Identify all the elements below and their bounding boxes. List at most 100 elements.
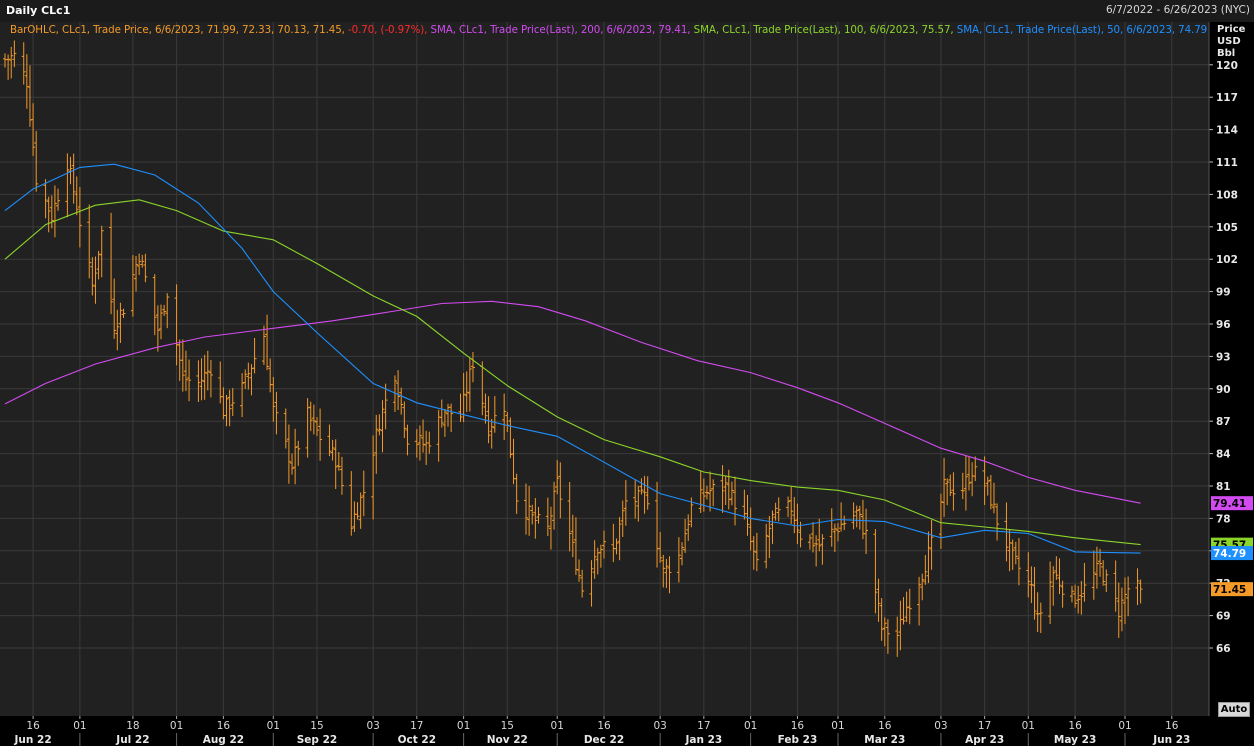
ohlc-bar	[514, 473, 519, 514]
ohlc-bar	[614, 538, 619, 555]
x-tick-label: 16	[597, 720, 611, 732]
x-tick-label: 16	[878, 720, 892, 732]
price-axis-header: Price USD Bbl	[1217, 24, 1245, 60]
ohlc-bar	[458, 393, 463, 422]
ohlc-bar	[864, 508, 869, 555]
legend-bar-ohlc[interactable]: BarOHLC, CLc1, Trade Price, 6/6/2023, 71…	[10, 24, 345, 36]
x-tick-label: 01	[831, 720, 844, 732]
y-tick-label: 96	[1216, 319, 1231, 331]
ohlc-bar	[767, 515, 772, 559]
ohlc-bar	[6, 54, 11, 80]
y-tick-label: 93	[1216, 351, 1231, 363]
ohlc-bar	[729, 481, 734, 506]
ohlc-bar	[885, 619, 890, 654]
ohlc-bar	[545, 497, 550, 537]
ohlc-bar	[77, 187, 82, 248]
x-month-label: Dec 22	[584, 734, 624, 746]
value-badge-label: 79.41	[1213, 498, 1246, 510]
ohlc-bar	[786, 496, 791, 517]
ohlc-bar	[988, 474, 993, 510]
ohlc-bar	[90, 257, 95, 296]
sma-line-200	[4, 300, 1141, 504]
ohlc-bar	[723, 476, 728, 505]
ohlc-bar	[162, 304, 167, 317]
ohlc-bar	[286, 424, 291, 484]
ohlc-bar	[115, 309, 120, 351]
ohlc-bar	[960, 472, 965, 500]
ohlc-bar	[486, 396, 491, 444]
ohlc-bar	[402, 401, 407, 439]
ohlc-bar	[1113, 560, 1118, 612]
ohlc-bar	[711, 479, 716, 507]
ohlc-bar	[505, 411, 510, 433]
ohlc-bar	[339, 456, 344, 495]
sma-line-100	[4, 199, 1141, 546]
ohlc-bar	[240, 373, 245, 418]
x-tick-label: 17	[697, 720, 710, 732]
ohlc-bar	[951, 472, 956, 511]
value-badge-bg	[1211, 582, 1253, 597]
x-month-label: Feb 23	[778, 734, 818, 746]
value-badge-label: 74.79	[1213, 548, 1246, 560]
y-tick-label: 78	[1216, 513, 1231, 525]
ohlc-bar	[851, 502, 856, 530]
ohlc-bar	[807, 534, 812, 550]
ohlc-bar	[1091, 550, 1096, 600]
x-month-label: Jun 22	[14, 734, 52, 746]
x-tick-label: 16	[26, 720, 40, 732]
ohlc-bar	[380, 400, 385, 453]
value-badge-label: 71.45	[1213, 584, 1246, 596]
ohlc-bar	[645, 476, 650, 510]
ohlc-bar	[349, 471, 354, 536]
ohlc-bar	[948, 474, 953, 497]
ohlc-bar	[1073, 584, 1078, 608]
price-axis[interactable]	[1209, 22, 1254, 716]
ohlc-bar	[664, 559, 669, 588]
ohlc-bar	[745, 494, 750, 536]
ohlc-bar	[814, 535, 819, 567]
ohlc-bar	[96, 250, 101, 280]
ohlc-bar	[524, 483, 529, 535]
sma-line-50	[4, 163, 1141, 554]
auto-scale-button[interactable]: Auto	[1218, 702, 1250, 717]
legend-sma-50[interactable]: SMA, CLc1, Trade Price(Last), 50, 6/6/20…	[953, 24, 1208, 36]
ohlc-bar	[134, 256, 139, 292]
y-tick-label: 99	[1216, 287, 1231, 299]
ohlc-bar	[776, 497, 781, 522]
ohlc-bar	[261, 325, 266, 365]
legend-sma-100[interactable]: SMA, CLc1, Trade Price(Last), 100, 6/6/2…	[690, 24, 954, 36]
ohlc-bar	[698, 470, 703, 514]
ohlc-bar	[898, 600, 903, 651]
legend-sma-200[interactable]: SMA, CLc1, Trade Price(Last), 200, 6/6/2…	[427, 24, 691, 36]
ohlc-bar	[330, 439, 335, 461]
x-tick-label: 01	[744, 720, 757, 732]
ohlc-bar	[417, 425, 422, 461]
ohlc-bar	[1116, 582, 1121, 638]
ohlc-bar	[165, 293, 170, 329]
ohlc-bar	[1035, 592, 1040, 633]
y-axis-ticks: 6669727578818487909396991021051081111141…	[1208, 22, 1238, 716]
ohlc-bar	[945, 478, 950, 506]
ohlc-bar	[708, 471, 713, 512]
ohlc-bar	[271, 376, 276, 422]
ohlc-bar	[639, 478, 644, 495]
chart-title: Daily CLc1	[6, 4, 71, 17]
x-tick-label: 01	[170, 720, 183, 732]
ohlc-bar	[470, 352, 475, 383]
ohlc-bar	[112, 278, 117, 339]
value-badge: 71.45	[1211, 582, 1253, 597]
ohlc-bar	[533, 498, 538, 539]
ohlc-bar	[882, 617, 887, 647]
x-tick-label: 16	[1165, 720, 1179, 732]
ohlc-bar	[733, 476, 738, 526]
ohlc-bar	[817, 518, 822, 552]
ohlc-bar	[49, 195, 54, 229]
legend-change: -0.70, (-0.97%),	[344, 24, 428, 36]
ohlc-bar	[580, 569, 585, 598]
ohlc-bar	[570, 514, 575, 558]
ohlc-bar	[361, 470, 366, 517]
ohlc-bar	[155, 305, 160, 352]
ohlc-bar	[679, 542, 684, 566]
ohlc-bar	[314, 417, 319, 437]
ohlc-bar	[811, 522, 816, 553]
